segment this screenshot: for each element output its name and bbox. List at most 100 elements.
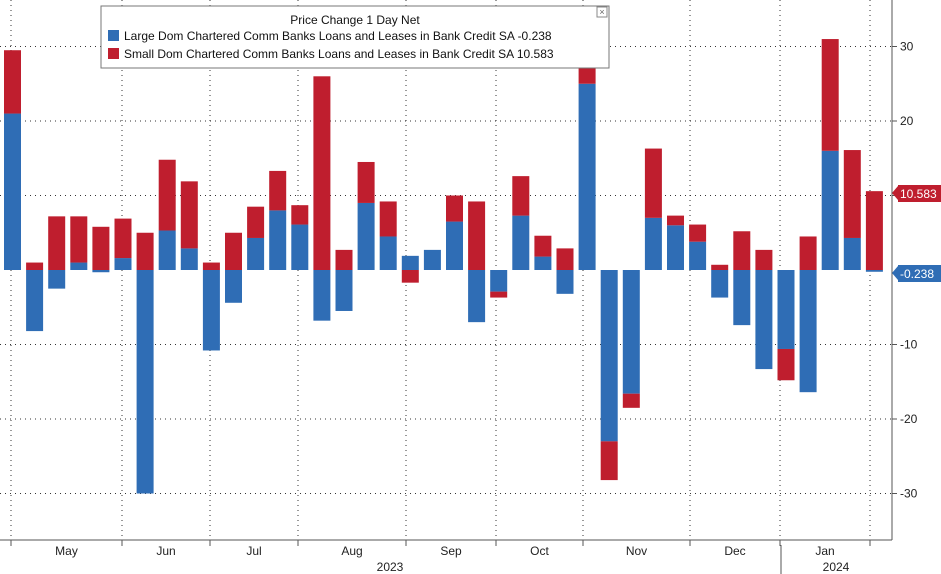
bar-small	[114, 218, 132, 259]
bar-small	[534, 235, 552, 257]
bar-small	[468, 201, 486, 270]
bar-small	[247, 206, 265, 238]
bar-large	[4, 113, 21, 270]
bar-large	[26, 270, 44, 332]
x-tick-label: Sep	[440, 544, 462, 558]
bar-large	[644, 217, 662, 270]
bar-large	[357, 202, 375, 270]
x-axis-ticks: May Jun Jul Aug Sep Oct Nov Dec Jan	[10, 540, 871, 558]
bar-large	[733, 270, 751, 326]
bar-large	[379, 236, 397, 270]
bar-large	[468, 270, 486, 323]
x-tick-label: Jan	[815, 544, 834, 558]
bar-large	[158, 230, 176, 270]
y-tick-label: -10	[900, 338, 918, 352]
bar-large	[313, 270, 331, 321]
last-value-small: 10.583	[900, 187, 937, 201]
bar-small	[401, 270, 419, 283]
x-tick-label: Aug	[341, 544, 362, 558]
bar-large	[490, 270, 508, 292]
bar-large	[114, 258, 132, 270]
bar-small	[777, 348, 795, 381]
x-tick-label: Dec	[724, 544, 745, 558]
close-icon[interactable]: ×	[599, 7, 604, 17]
bar-large	[180, 248, 198, 270]
bar-small	[644, 148, 662, 218]
bar-large	[446, 221, 463, 270]
x-tick-label: Jun	[156, 544, 175, 558]
x-tick-label: May	[55, 544, 78, 558]
bar-small	[512, 176, 530, 216]
bar-small	[578, 65, 596, 84]
bar-large	[534, 256, 552, 270]
last-value-badge-small: 10.583	[892, 185, 941, 202]
bar-small	[667, 215, 684, 226]
bar-small	[70, 216, 88, 263]
bar-large	[423, 249, 441, 270]
bar-large	[578, 83, 596, 270]
bar-large	[622, 270, 640, 394]
chart-title: Price Change 1 Day Net	[290, 13, 420, 27]
bar-large	[70, 262, 88, 270]
bar-large	[711, 270, 729, 298]
y-tick-label: 20	[900, 114, 914, 128]
bar-large	[689, 241, 707, 270]
bar-small	[335, 249, 353, 270]
bar-small	[689, 224, 707, 242]
bar-large	[225, 270, 242, 303]
bar-small	[291, 205, 309, 225]
bar-large	[600, 270, 618, 442]
bar-small	[26, 262, 44, 270]
bar-small	[622, 393, 640, 408]
bar-small	[202, 262, 220, 270]
bar-small	[821, 39, 839, 151]
bar-small	[711, 264, 729, 270]
x-tick-label: Oct	[530, 544, 549, 558]
bar-large	[865, 270, 883, 272]
series-small-bars	[4, 39, 883, 481]
legend-swatch-small	[108, 48, 119, 59]
legend-close-box[interactable]	[596, 6, 608, 18]
last-value-badge-large: -0.238	[892, 265, 941, 282]
bar-large	[269, 210, 287, 270]
bar-large	[136, 270, 154, 494]
x-tick-label: Jul	[246, 544, 261, 558]
bar-small	[136, 232, 154, 270]
bar-small	[313, 76, 331, 270]
series-large-bars	[4, 83, 883, 494]
bar-small	[158, 159, 176, 231]
bar-small	[180, 181, 198, 249]
bar-large	[48, 270, 66, 289]
bar-large	[202, 270, 220, 351]
last-value-large: -0.238	[900, 267, 934, 281]
y-tick-label: 30	[900, 40, 914, 54]
bar-small	[843, 150, 861, 238]
bar-small	[446, 195, 463, 222]
bar-large	[799, 270, 817, 393]
bar-small	[755, 249, 773, 270]
legend: Price Change 1 Day Net Large Dom Charter…	[100, 5, 610, 69]
bar-small	[733, 231, 751, 270]
bar-large	[401, 255, 419, 270]
x-tick-label: Nov	[626, 544, 647, 558]
y-tick-label: -30	[900, 487, 918, 501]
bar-large	[556, 270, 574, 294]
bar-small	[799, 236, 817, 270]
bar-small	[379, 201, 397, 237]
bar-small	[865, 191, 883, 270]
bar-small	[225, 232, 242, 270]
bar-large	[92, 270, 110, 273]
year-label-2023: 2023	[377, 560, 404, 574]
bar-small	[4, 50, 21, 114]
bar-small	[269, 170, 287, 211]
bar-large	[843, 237, 861, 270]
legend-swatch-large	[108, 30, 119, 41]
legend-box	[100, 5, 610, 69]
bar-large	[512, 215, 530, 270]
bar-large	[247, 237, 265, 270]
legend-entry-large: Large Dom Chartered Comm Banks Loans and…	[124, 29, 552, 43]
legend-entry-small: Small Dom Chartered Comm Banks Loans and…	[124, 47, 554, 61]
bar-small	[48, 216, 66, 270]
bar-large	[777, 270, 795, 349]
